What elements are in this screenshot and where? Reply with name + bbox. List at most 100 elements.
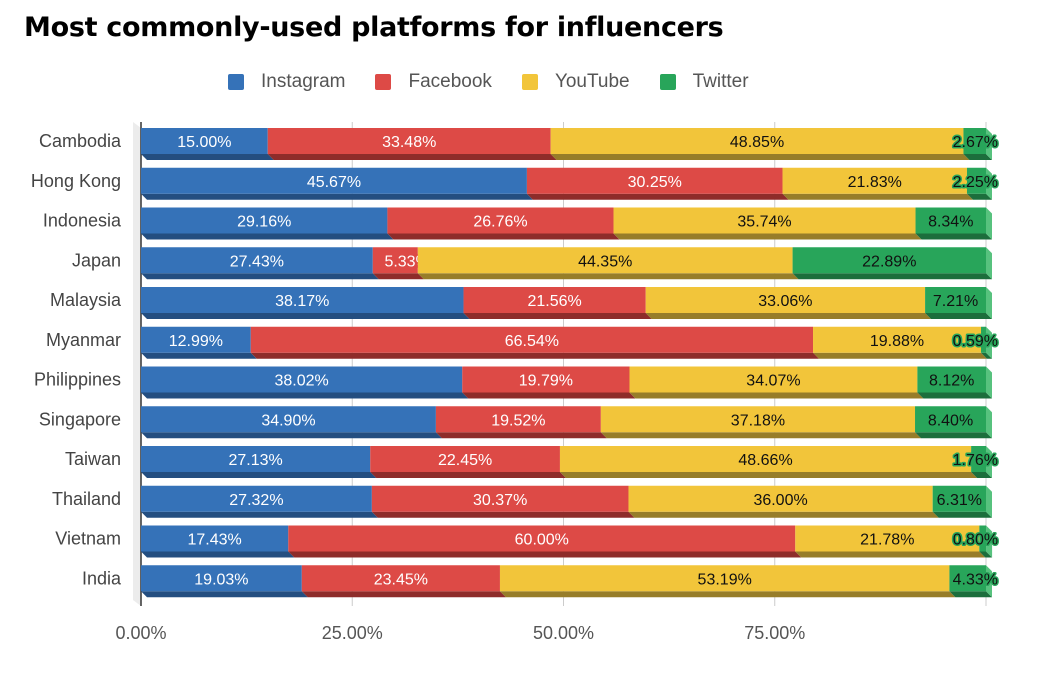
bar-segment-twitter (915, 207, 986, 234)
category-label: Cambodia (39, 131, 122, 151)
legend-swatch-youtube (521, 74, 538, 90)
data-label-facebook: 19.52% (491, 412, 545, 429)
data-label-facebook: 33.48% (382, 134, 436, 151)
legend-label-youtube: YouTube (554, 71, 630, 92)
data-label-twitter: 22.89% (862, 253, 916, 270)
data-label-facebook: 26.76% (473, 214, 527, 231)
bar-shade-instagram (141, 472, 377, 478)
category-label: Hong Kong (31, 171, 121, 191)
bar-shade-twitter (917, 392, 992, 399)
bar-shade-facebook (288, 551, 802, 558)
bar-side (986, 565, 992, 598)
bar-shade-instagram (141, 432, 442, 439)
data-label-facebook: 60.00% (515, 532, 569, 549)
bar-segment-youtube (559, 446, 972, 472)
data-label-instagram: 29.16% (237, 214, 291, 231)
legend-swatch-twitter (659, 74, 676, 90)
bar-side (986, 446, 992, 478)
category-label: Singapore (39, 409, 121, 429)
bar-shade-youtube (629, 392, 924, 399)
data-label-youtube: 33.06% (758, 293, 812, 310)
bar-segment-youtube (628, 485, 933, 512)
data-label-twitter: 0.59% (953, 333, 998, 350)
bar-shade-twitter (932, 511, 992, 518)
bar-shade-youtube (813, 352, 988, 359)
bar-segment-instagram (141, 525, 289, 552)
data-label-youtube: 44.35% (578, 253, 632, 270)
data-label-facebook: 30.25% (628, 174, 682, 191)
bar-shade-facebook (463, 313, 652, 319)
bar-shade-twitter (915, 432, 992, 439)
bar-side (986, 247, 992, 280)
legend-label-facebook: Facebook (408, 71, 492, 92)
legend-item-instagram[interactable]: Instagram (228, 71, 345, 93)
data-label-youtube: 21.83% (848, 174, 902, 191)
bar-segment-youtube (499, 565, 950, 592)
legend-item-twitter[interactable]: Twitter (659, 71, 749, 93)
data-label-youtube: 35.74% (737, 214, 791, 231)
bar-side (986, 128, 992, 160)
bar-segment-facebook (462, 366, 630, 393)
bar-segment-twitter (915, 406, 986, 433)
bar-segment-facebook (526, 167, 783, 194)
data-label-youtube: 19.88% (870, 333, 924, 350)
bar-shade-instagram (141, 551, 295, 558)
bar-segment-twitter (966, 167, 986, 194)
data-label-instagram: 12.99% (169, 333, 223, 350)
bar-shade-instagram (141, 591, 308, 598)
bar-shade-twitter (792, 273, 992, 280)
legend-label-twitter: Twitter (692, 71, 749, 92)
bar-side (986, 525, 993, 558)
data-label-facebook: 19.79% (519, 373, 573, 390)
bar-segment-instagram (141, 247, 373, 274)
bar-shade-youtube (600, 432, 922, 439)
bar-shade-instagram (141, 352, 257, 359)
bar-segment-youtube (600, 406, 916, 433)
bar-segment-twitter (979, 525, 987, 552)
bar-side (986, 287, 992, 319)
bar-shade-twitter (963, 154, 992, 160)
bar-segment-twitter (932, 485, 986, 512)
bar-segment-instagram (141, 207, 388, 234)
bar-segment-youtube (795, 525, 980, 552)
bar-segment-youtube (550, 128, 964, 154)
bar-shade-instagram (141, 154, 274, 160)
data-label-youtube: 48.66% (738, 452, 792, 469)
bar-shade-twitter (949, 591, 992, 598)
bar-segment-facebook (371, 485, 629, 512)
x-tick-label: 25.00% (322, 623, 383, 643)
bar-segment-instagram (141, 485, 372, 512)
bar-segment-instagram (141, 128, 268, 154)
bar-shade-facebook (372, 273, 424, 280)
left-wall (133, 122, 141, 606)
category-label: Myanmar (46, 330, 121, 350)
x-tick-label: 0.00% (115, 623, 166, 643)
bar-shade-youtube (645, 313, 932, 319)
bar-shade-twitter (971, 472, 992, 478)
data-label-youtube: 48.85% (730, 134, 784, 151)
bar-segment-facebook (250, 326, 814, 353)
bar-side (986, 207, 992, 240)
legend-item-facebook[interactable]: Facebook (375, 71, 492, 93)
bar-segment-twitter (971, 446, 986, 472)
bar-segment-instagram (141, 287, 464, 313)
data-label-twitter: 6.31% (937, 492, 982, 509)
data-label-facebook: 22.45% (438, 452, 492, 469)
bar-shade-instagram (141, 392, 469, 399)
bar-shade-youtube (782, 193, 973, 200)
data-label-twitter: 1.76% (953, 452, 998, 469)
data-label-instagram: 34.90% (261, 412, 315, 429)
bar-side (986, 326, 992, 359)
legend-item-youtube[interactable]: YouTube (521, 71, 630, 93)
bar-segment-instagram (141, 565, 302, 592)
category-label: Philippines (34, 370, 121, 390)
data-label-instagram: 27.32% (229, 492, 283, 509)
data-label-instagram: 45.67% (307, 174, 361, 191)
bar-side (986, 406, 992, 439)
bar-shade-facebook (301, 591, 506, 598)
data-label-facebook: 30.37% (473, 492, 527, 509)
bar-shade-instagram (141, 511, 378, 518)
bar-shade-instagram (141, 233, 394, 240)
bar-segment-facebook (387, 207, 614, 234)
